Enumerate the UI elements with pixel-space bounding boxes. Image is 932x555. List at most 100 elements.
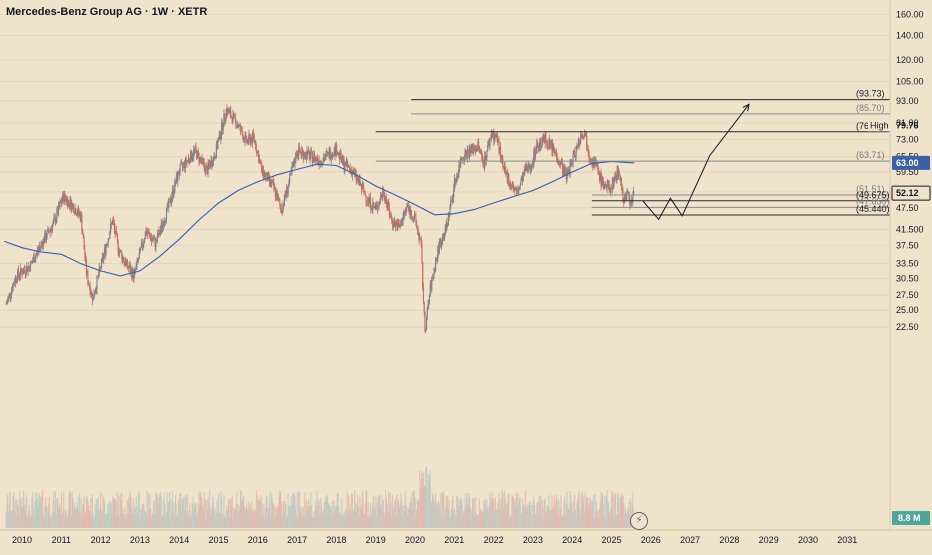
candle-body: [112, 220, 114, 225]
volume-bar: [580, 514, 582, 528]
volume-bar: [533, 504, 536, 528]
price-axis[interactable]: 180.00160.00140.00120.00105.0093.0081.00…: [889, 0, 924, 530]
candle-body: [230, 110, 232, 117]
volume-bar: [484, 504, 486, 528]
candle-body: [484, 155, 487, 161]
candle-body: [546, 143, 549, 148]
volume-bar: [355, 511, 357, 528]
candle-body: [410, 209, 412, 217]
candle-body: [511, 186, 513, 188]
candle-body: [345, 160, 347, 163]
volume-bar: [567, 504, 569, 528]
candle-body: [149, 233, 151, 237]
year-tick-label: 2020: [405, 535, 425, 545]
fib-levels[interactable]: (93.73)(85.70)(76(63.71)(51.51)(49.675)(…: [375, 89, 890, 216]
candle-body: [161, 223, 163, 229]
time-axis[interactable]: 2010 2011 2012 2013 2014 2015 2016 2017 2018 2019…: [0, 529, 932, 545]
volume-bar: [297, 517, 299, 528]
volume-bar: [586, 497, 588, 528]
candle-body: [43, 238, 45, 243]
volume-bar: [314, 500, 316, 528]
candle-body: [333, 147, 335, 156]
volume-bar: [161, 517, 163, 528]
candle-body: [602, 180, 604, 188]
candle-body: [378, 202, 380, 208]
volume-bar: [453, 508, 456, 528]
candle-body: [78, 208, 80, 215]
volume-bar: [614, 493, 617, 528]
candle-body: [585, 134, 587, 137]
volume-bar: [589, 496, 591, 528]
volume-bar: [267, 507, 270, 528]
volume-bar: [106, 513, 108, 528]
projection-line[interactable]: [642, 103, 750, 221]
volume-bar: [210, 509, 212, 528]
candle-body: [105, 246, 107, 255]
volume-bar: [126, 500, 128, 528]
volume-bar: [158, 496, 160, 528]
candle-body: [165, 219, 167, 222]
candle-body: [282, 204, 284, 213]
candle-body: [274, 187, 276, 197]
candle-body: [297, 153, 299, 156]
candle-body: [262, 166, 264, 177]
projection-path[interactable]: [642, 103, 750, 221]
volume-bar: [371, 508, 373, 528]
candle-body: [484, 155, 486, 168]
price-tag-text: 52.12: [896, 188, 919, 198]
last-price-tag: [891, 185, 931, 201]
candle-body: [387, 201, 389, 207]
volume-bar: [373, 505, 375, 528]
candle-body: [489, 138, 491, 146]
candle-body: [524, 166, 527, 171]
candle-body: [473, 148, 475, 150]
candle-body: [555, 152, 557, 154]
volume-bar: [164, 503, 166, 528]
volume-bar: [205, 500, 208, 528]
volume-bar: [336, 492, 338, 528]
candle-body: [527, 163, 530, 168]
lightning-icon[interactable]: ⚡: [630, 512, 648, 530]
volume-bar: [384, 516, 386, 528]
candle-body: [603, 186, 605, 188]
volume-bar: [76, 503, 78, 528]
volume-bar: [589, 499, 592, 528]
volume-bar: [348, 495, 350, 528]
candle-body: [134, 269, 137, 270]
candle-body: [462, 157, 465, 160]
volume-bar: [448, 500, 450, 528]
candle-body: [106, 244, 108, 247]
candle-body: [69, 202, 71, 207]
candle-body: [488, 142, 490, 146]
volume-bar: [227, 509, 229, 528]
candle-body: [611, 178, 614, 189]
candle-body: [583, 136, 585, 138]
volume-bar: [224, 517, 227, 528]
candle-body: [56, 209, 58, 219]
volume-bar: [447, 509, 450, 528]
volume-bar: [416, 499, 419, 528]
volume-bar: [447, 496, 449, 528]
candle-body: [335, 144, 337, 155]
volume-bar: [30, 514, 32, 528]
volume-bar: [105, 513, 107, 528]
candle-body: [479, 150, 481, 153]
candle-body: [116, 234, 118, 241]
candle-body: [20, 267, 22, 276]
volume-bar: [122, 512, 125, 528]
candle-body: [386, 203, 388, 207]
volume-bar: [561, 517, 563, 528]
volume-bar: [146, 490, 148, 528]
candle-body: [503, 166, 505, 169]
candle-body: [589, 159, 592, 161]
volume-bar: [477, 516, 479, 528]
volume-bar: [534, 513, 536, 528]
volume-bar: [264, 508, 267, 528]
year-tick-label: 2015: [208, 535, 228, 545]
candle-body: [496, 134, 499, 142]
candle-body: [432, 276, 434, 278]
candle-body: [91, 292, 93, 295]
candle-body: [314, 157, 316, 162]
